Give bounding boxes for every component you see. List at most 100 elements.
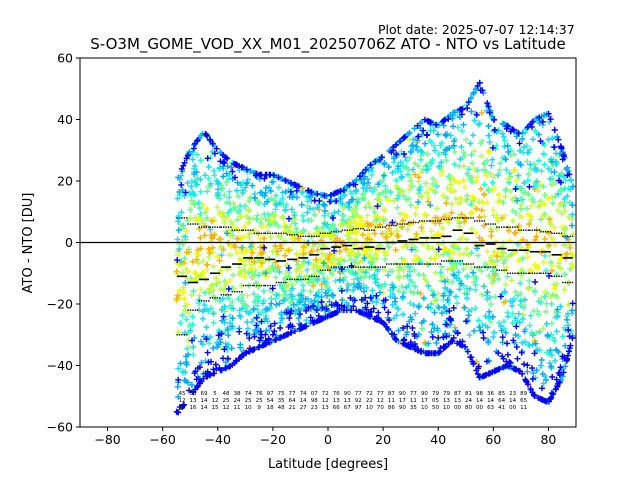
lower_spread-marker xyxy=(219,297,221,299)
upper_spread-marker xyxy=(533,229,536,231)
lower_spread-marker xyxy=(205,300,208,302)
lower_spread-marker xyxy=(492,266,494,268)
lower_spread-marker xyxy=(454,260,456,262)
lower_spread-marker xyxy=(384,266,386,268)
bin-count-label: 35 xyxy=(278,398,285,404)
bin-count-label: 11 xyxy=(388,398,395,404)
bin-count-label: 14 xyxy=(201,398,208,404)
bin-count-label: 86 xyxy=(388,405,395,411)
bin-count-label: 11 xyxy=(520,405,527,411)
lower_spread-marker xyxy=(267,284,269,287)
bin-count-label: 69 xyxy=(201,391,208,397)
upper_spread-marker xyxy=(393,224,395,227)
lower_spread-marker xyxy=(481,266,483,268)
lower_spread-marker xyxy=(368,266,371,268)
upper_spread-marker xyxy=(417,221,419,224)
y-tick-label: 60 xyxy=(57,51,73,66)
lower_spread-marker xyxy=(395,263,397,265)
bin-count-label: 12 xyxy=(322,398,329,404)
bin-count-label: 00 xyxy=(509,405,516,411)
upper_spread-marker xyxy=(384,226,386,228)
upper_spread-marker xyxy=(540,231,542,233)
upper_spread-marker xyxy=(536,229,538,231)
lower_spread-marker xyxy=(340,266,342,268)
upper_spread-marker xyxy=(318,235,320,238)
upper_spread-marker xyxy=(244,229,247,231)
lower_spread-marker xyxy=(341,266,344,268)
upper_spread-marker xyxy=(429,220,432,222)
lower_spread-marker xyxy=(487,266,489,268)
y-tick-label: −60 xyxy=(47,420,73,435)
lower_spread-marker xyxy=(289,278,291,281)
x-axis-ticks: −80 −60 −40 −20 0 20 40 60 80 xyxy=(94,427,556,447)
upper_spread-marker xyxy=(399,223,401,225)
y-axis-ticks: −60 −40 −20 0 20 40 60 xyxy=(47,51,80,435)
bin-count-label: 14 xyxy=(300,398,307,404)
upper_spread-marker xyxy=(474,220,476,222)
bin-count-label: 45 xyxy=(178,391,185,397)
upper_spread-marker xyxy=(395,224,397,227)
lower_spread-marker xyxy=(390,263,393,265)
upper_spread-marker xyxy=(344,229,346,231)
lower_spread-marker xyxy=(373,266,375,268)
lower_spread-marker xyxy=(220,294,222,296)
lower_spread-marker xyxy=(410,263,412,265)
y-tick-label: 20 xyxy=(57,174,73,189)
bin-count-label: 17 xyxy=(399,398,406,404)
lower_spread-marker xyxy=(209,297,211,299)
upper_spread-marker xyxy=(222,226,225,228)
upper_spread-marker xyxy=(476,220,478,222)
bin-count-label: 24 xyxy=(465,398,472,404)
upper_spread-marker xyxy=(434,220,437,222)
upper_spread-marker xyxy=(461,217,464,219)
upper_spread-marker xyxy=(463,217,465,219)
bin-count-label: 48 xyxy=(278,405,285,411)
lower_spread-marker xyxy=(260,284,263,287)
lower_spread-marker xyxy=(371,266,373,268)
lower_spread-marker xyxy=(396,263,399,265)
upper_spread-marker xyxy=(249,229,252,231)
lower_spread-marker xyxy=(278,281,280,284)
upper_spread-marker xyxy=(520,229,522,231)
bin-count-label: 25 xyxy=(256,398,263,404)
lower_spread-marker xyxy=(529,272,531,274)
lower_spread-marker xyxy=(330,266,333,268)
x-tick-label: −80 xyxy=(94,432,120,447)
lower_spread-marker xyxy=(236,291,238,293)
upper_spread-marker xyxy=(308,235,311,238)
lower_spread-marker xyxy=(318,275,320,278)
bin-count-label: 22 xyxy=(366,398,373,404)
lower_spread-marker xyxy=(360,266,362,268)
upper_spread-marker xyxy=(481,220,483,222)
y-tick-label: 40 xyxy=(57,112,73,127)
lower_spread-marker xyxy=(233,291,236,293)
lower_spread-marker xyxy=(352,266,355,268)
upper_spread-marker xyxy=(505,226,508,228)
upper_spread-marker xyxy=(538,229,541,231)
upper_spread-marker xyxy=(511,226,514,228)
lower_spread-marker xyxy=(456,260,459,262)
upper_spread-marker xyxy=(352,227,355,230)
bin-count-label: 07 xyxy=(311,391,318,397)
lower_spread-marker xyxy=(474,266,476,268)
bin-count-label: 87 xyxy=(454,391,461,397)
x-tick-label: 40 xyxy=(430,432,446,447)
upper_spread-marker xyxy=(205,226,208,228)
upper_spread-marker xyxy=(407,221,410,224)
upper_spread-marker xyxy=(187,223,189,225)
lower_spread-marker xyxy=(344,266,346,268)
upper_spread-marker xyxy=(242,229,244,231)
upper_spread-marker xyxy=(285,232,287,234)
lower_spread-marker xyxy=(227,294,230,296)
lower_spread-marker xyxy=(443,260,445,262)
lower_spread-marker xyxy=(183,334,186,336)
lower_spread-marker xyxy=(476,266,478,268)
upper_spread-marker xyxy=(560,232,563,234)
lower_spread-marker xyxy=(264,284,267,287)
lower_spread-marker xyxy=(426,263,428,265)
upper_spread-marker xyxy=(319,232,322,234)
upper_spread-marker xyxy=(374,226,377,228)
lower_spread-marker xyxy=(522,272,525,274)
bin-count-label: 77 xyxy=(377,391,384,397)
upper_spread-marker xyxy=(216,226,219,228)
